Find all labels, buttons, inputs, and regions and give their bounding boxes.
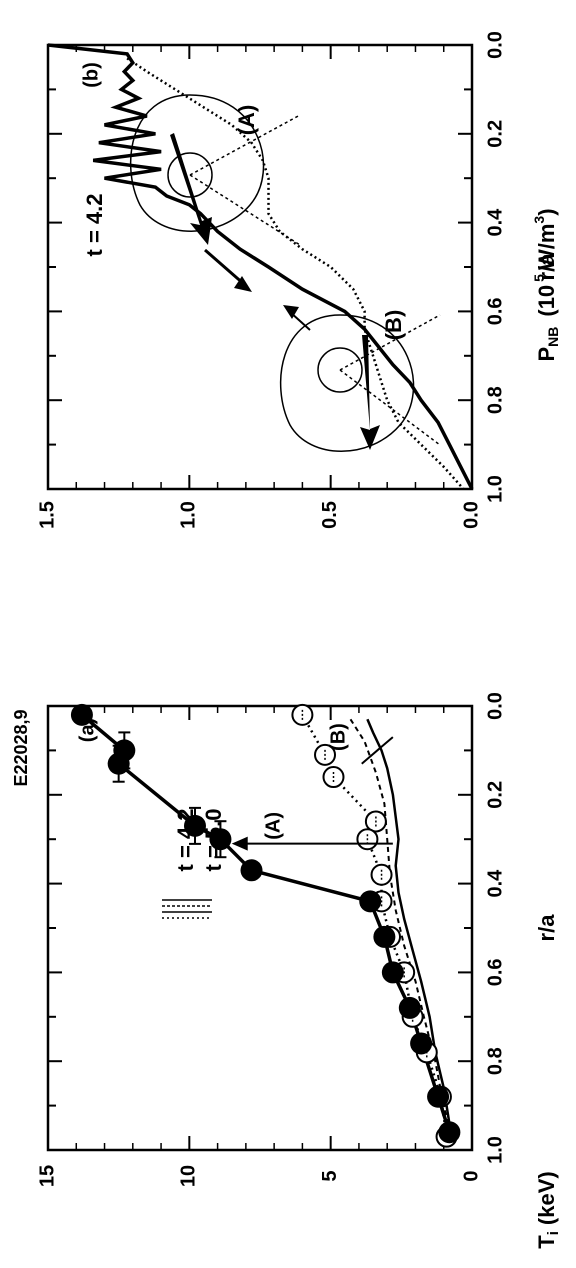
orbit-dash (189, 114, 301, 176)
x-tick-label: 0.0 (484, 692, 506, 720)
filled-marker (209, 828, 232, 851)
y-axis-title-unit: (keV) (534, 1171, 559, 1225)
y-tick-label: 1.5 (36, 501, 58, 529)
y-axis-title: Ti (keV) (534, 1171, 562, 1248)
y-axis-title-main: T (534, 1235, 559, 1249)
x-tick-label: 0.6 (484, 297, 506, 325)
y-axis-title-sub: i (545, 1231, 562, 1235)
filled-marker (373, 925, 396, 948)
x-axis-title: r/a (534, 253, 559, 281)
panel-a: 0.0 0.2 0.4 0.6 0.8 1.00 5 10 15 r/a (A) (B) t = 4.2… (11, 692, 562, 1249)
x-tick-label: 0.2 (484, 781, 506, 809)
series-line-a-solid (47, 43, 474, 490)
annotation-arrow-b (361, 736, 394, 765)
annotation-label-b: (B) (327, 723, 349, 751)
y-tick-label: 5 (319, 1170, 341, 1181)
x-tick-label: 1.0 (484, 1136, 506, 1164)
y-axis-title-close: ) (534, 208, 559, 215)
filled-marker (359, 890, 382, 913)
y-axis-title: PNB (10 5 W/m3) (531, 208, 561, 361)
plot-frame (46, 704, 474, 1152)
orbit-inset-b: (B) (279, 310, 441, 452)
y-axis-title-sup: 5 (531, 274, 547, 282)
x-tick-label: 1.0 (484, 475, 506, 503)
annotation-label-a: (A) (262, 812, 284, 840)
y-axis-title-sub: NB (545, 327, 561, 347)
x-tick-label: 0.2 (484, 120, 506, 148)
filled-marker (240, 859, 263, 882)
orbit-dash (339, 314, 441, 371)
inset-label-b: (B) (381, 310, 406, 341)
x-axis-title: r/a (534, 914, 559, 942)
series-line-thick (80, 713, 452, 1133)
orbit-dash (339, 369, 441, 446)
filled-marker (107, 752, 130, 775)
y-axis-title-main: P (534, 347, 559, 362)
orbit-inset-a: (A) (129, 94, 301, 246)
time-label: t = 4.2 (82, 194, 107, 257)
orbit-dash (189, 174, 301, 246)
x-tick-label: 0.4 (484, 869, 506, 898)
panel-b: 0.00.20.40.60.81.00.00.51.01.5r/at = 4.2… (36, 31, 560, 529)
series-line-thin (366, 718, 457, 1142)
x-tick-label: 0.8 (484, 1047, 506, 1075)
orbit-outline (279, 314, 415, 452)
y-tick-label: 15 (36, 1165, 58, 1187)
pointer-arrowhead-b (283, 305, 299, 319)
x-tick-label: 0.0 (484, 31, 506, 59)
pointer-arrowhead-a (234, 276, 252, 292)
filled-marker (410, 1032, 433, 1055)
orbit-outline (129, 94, 265, 232)
y-tick-label: 10 (178, 1165, 200, 1187)
y-axis-title-unit: (10 (534, 285, 559, 317)
inset-label-a: (A) (234, 105, 259, 136)
annotation-arrowhead-a (231, 836, 248, 851)
filled-marker (438, 1121, 461, 1144)
filled-marker (183, 814, 206, 837)
y-tick-label: 1.0 (178, 501, 200, 529)
orbit-core (317, 347, 363, 393)
filled-marker (427, 1085, 450, 1108)
filled-marker (398, 996, 421, 1019)
x-tick-label: 0.8 (484, 386, 506, 414)
y-tick-label: 0.0 (460, 501, 482, 529)
beam-arrow (360, 335, 380, 450)
beam-arrow (170, 133, 212, 245)
y-axis-title-unit-tail: W/m (534, 224, 559, 270)
filled-marker (381, 961, 404, 984)
y-tick-label: 0.5 (319, 501, 341, 529)
y-tick-label: 0 (460, 1170, 482, 1181)
legend-label: t = 5.0 (201, 809, 226, 872)
orbit-core (167, 152, 213, 198)
filled-marker (70, 703, 93, 726)
y-axis-title-sup2: 3 (531, 216, 547, 224)
pointer-arrow-a (204, 248, 246, 287)
shot-label: E22028,9 (11, 709, 31, 786)
series-line-dashed (349, 718, 454, 1142)
plot-frame (46, 43, 474, 491)
panel-label: (b) (80, 62, 102, 88)
x-tick-label: 0.4 (484, 208, 506, 237)
x-tick-label: 0.6 (484, 958, 506, 986)
panel-label: (a) (76, 718, 98, 742)
legend-label: t = 4.2 (173, 809, 198, 872)
